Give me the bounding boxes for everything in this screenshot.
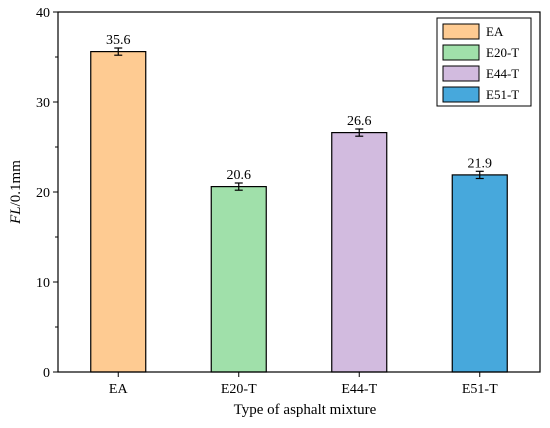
y-tick-label-20: 20 [36, 186, 50, 201]
data-label-EA: 35.6 [106, 33, 131, 48]
y-tick-label-10: 10 [36, 276, 50, 291]
legend-label-EA: EA [486, 24, 504, 39]
y-axis-title-italic: FL [8, 206, 24, 225]
legend-swatch-E51-T [442, 86, 480, 103]
legend-label-E51-T: E51-T [486, 87, 519, 102]
legend-swatch-E44-T [442, 65, 480, 82]
legend-swatch-E20-T [442, 44, 480, 61]
bar-E20-T [210, 186, 267, 373]
legend-label-E20-T: E20-T [486, 45, 519, 60]
y-tick-label-30: 30 [36, 96, 50, 111]
x-tick-label-E20-T: E20-T [221, 382, 257, 397]
data-label-E20-T: 20.6 [227, 168, 252, 183]
y-axis-title-unit: /0.1mm [8, 160, 24, 207]
axes-layer: EA E20-T E44-T E51-T 0 10 20 30 40 [36, 6, 541, 397]
y-tick-label-0: 0 [43, 366, 50, 381]
legend-label-E44-T: E44-T [486, 66, 519, 81]
y-axis-title: FL/0.1mm [8, 160, 24, 225]
data-label-E44-T: 26.6 [347, 114, 372, 129]
y-tick-label-40: 40 [36, 6, 50, 21]
x-tick-label-E51-T: E51-T [462, 382, 498, 397]
bar-EA [90, 50, 147, 373]
x-axis-title: Type of asphalt mixture [234, 402, 377, 418]
legend: EA E20-T E44-T E51-T [436, 17, 532, 107]
x-tick-label-EA: EA [109, 382, 129, 397]
data-label-E51-T: 21.9 [468, 156, 493, 171]
bar-E44-T [331, 132, 388, 373]
bar-E51-T [451, 174, 508, 373]
x-tick-label-E44-T: E44-T [341, 382, 377, 397]
data-labels-layer: 35.6 20.6 26.6 21.9 [106, 33, 492, 183]
legend-swatch-EA [442, 23, 480, 40]
error-bars-layer [114, 47, 484, 191]
